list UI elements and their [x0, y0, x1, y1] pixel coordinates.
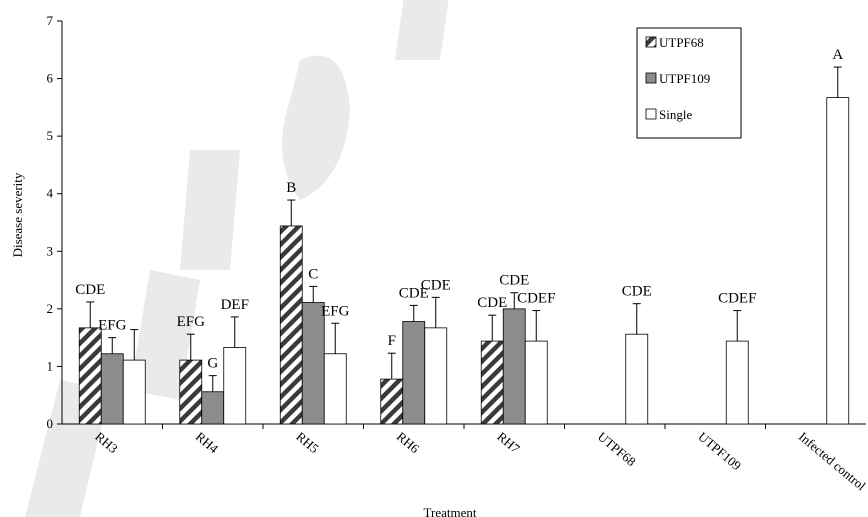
watermark — [25, 0, 449, 517]
category-label: RH4 — [193, 429, 222, 457]
significance-label: C — [308, 266, 318, 282]
bars — [78, 97, 850, 425]
category-label: UTPF68 — [595, 429, 639, 469]
bar-utpf109-rh5 — [301, 302, 325, 425]
legend-label-utpf109: UTPF109 — [659, 71, 710, 86]
bar-utpf109-rh6 — [402, 321, 426, 425]
error-bars — [86, 66, 842, 392]
significance-label: CDEF — [718, 291, 756, 307]
bar-utpf68-rh6 — [380, 378, 404, 425]
category-label: Infected control — [796, 429, 868, 494]
y-axis-title: Disease severity — [10, 172, 25, 257]
significance-label: CDE — [75, 282, 105, 298]
category-label: RH6 — [394, 429, 423, 457]
significance-label: EFG — [98, 318, 127, 334]
legend-swatch-utpf109 — [645, 72, 657, 84]
category-label: RH7 — [494, 429, 523, 457]
significance-label: A — [832, 47, 843, 63]
category-labels: RH3 RH4 RH5 RH6 RH7 UTPF68 UTPF109 Infected con… — [92, 429, 868, 494]
category-label: RH5 — [293, 429, 321, 456]
significance-label: CDE — [421, 277, 451, 293]
significance-label: G — [207, 356, 218, 372]
category-label: UTPF109 — [695, 429, 744, 473]
significance-label: DEF — [221, 297, 249, 313]
x-axis-title: Treatment — [424, 505, 477, 517]
bar-single-rh3 — [122, 359, 146, 425]
y-tick-label: 3 — [47, 243, 54, 258]
bar-single-rh4 — [223, 347, 247, 425]
legend-label-single: Single — [659, 107, 692, 122]
significance-label: CDE — [399, 285, 429, 301]
bar-utpf68-rh4 — [179, 359, 203, 425]
y-tick-label: 1 — [47, 358, 54, 373]
significance-label: F — [388, 333, 396, 349]
y-tick-label: 6 — [47, 71, 54, 86]
significance-label: EFG — [321, 303, 350, 319]
significance-label: CDE — [622, 284, 652, 300]
bar-single-utpf68 — [625, 333, 649, 425]
y-axis-ticks: 0 1 2 3 4 5 6 7 — [47, 13, 62, 431]
bar-single-rh5 — [323, 353, 347, 425]
y-tick-label: 7 — [47, 13, 54, 28]
bar-utpf68-rh3 — [78, 327, 102, 425]
x-axis-ticks — [162, 424, 766, 429]
bar-single-rh7 — [524, 340, 548, 425]
legend-swatch-single — [645, 108, 657, 120]
legend: UTPF68 UTPF109 Single — [636, 27, 742, 139]
y-tick-label: 4 — [47, 186, 54, 201]
significance-label: CDE — [499, 273, 529, 289]
bar-utpf68-rh7 — [480, 340, 504, 425]
y-tick-label: 0 — [47, 416, 54, 431]
significance-label: CDE — [477, 295, 507, 311]
bar-utpf109-rh7 — [502, 308, 526, 425]
legend-label-utpf68: UTPF68 — [659, 35, 704, 50]
y-tick-label: 5 — [47, 128, 54, 143]
bar-single-utpf109 — [725, 340, 749, 425]
significance-label: CDEF — [517, 291, 555, 307]
bar-single-rh6 — [424, 327, 448, 425]
bar-utpf109-rh4 — [201, 391, 225, 425]
legend-swatch-utpf68 — [645, 36, 657, 48]
bar-utpf68-rh5 — [279, 225, 303, 425]
y-tick-label: 2 — [47, 301, 54, 316]
bar-single-infected-control — [826, 97, 850, 425]
significance-label: EFG — [177, 314, 206, 330]
bar-utpf109-rh3 — [100, 353, 124, 425]
significance-label: B — [286, 180, 296, 196]
